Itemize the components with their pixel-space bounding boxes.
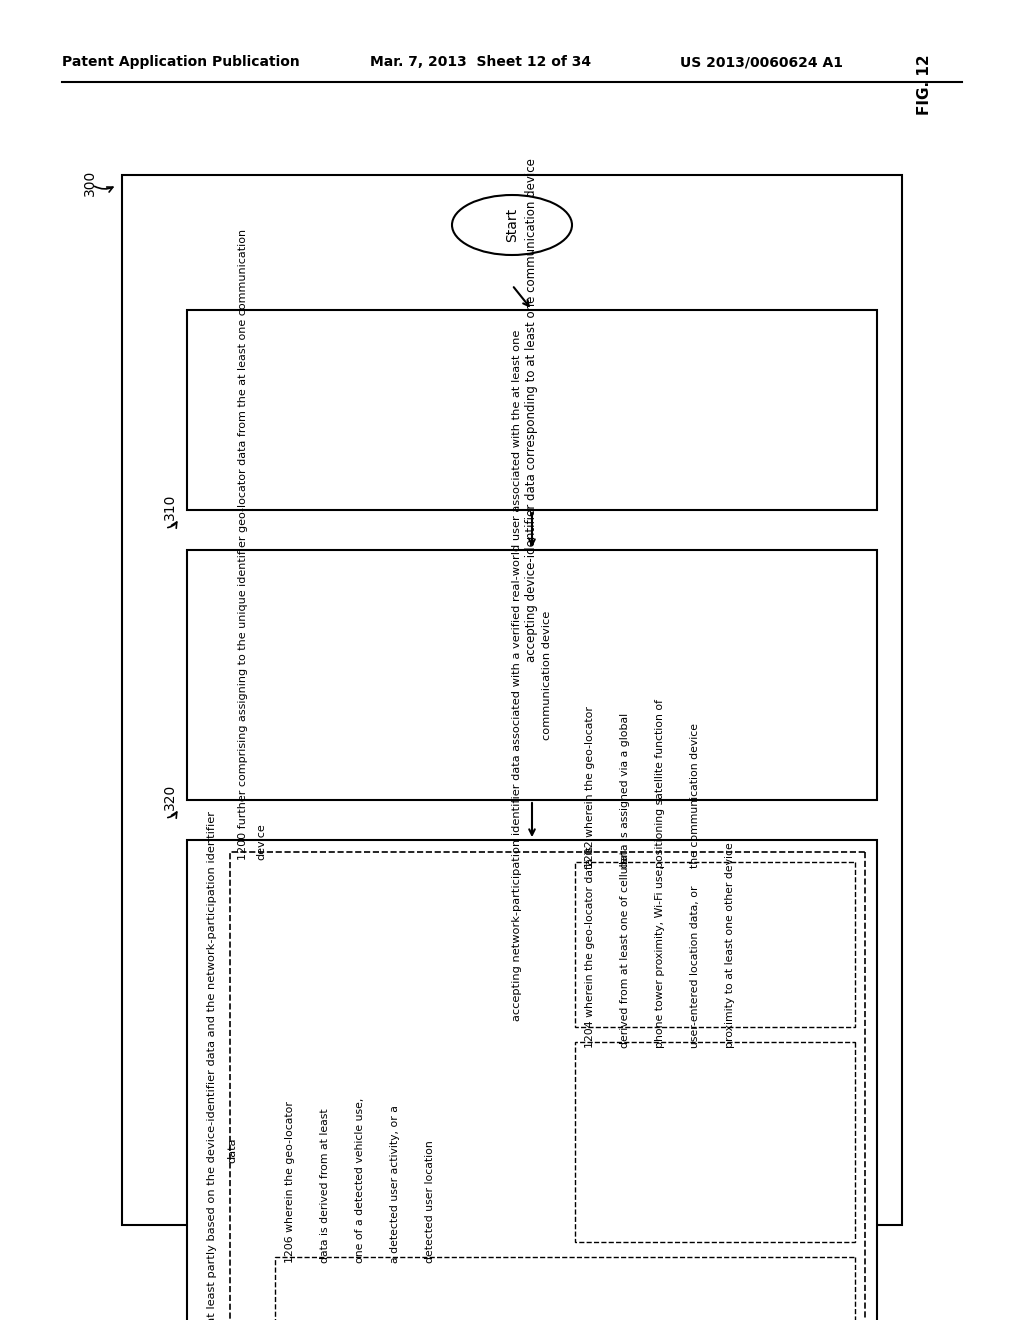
- Text: one of a detected vehicle use,: one of a detected vehicle use,: [355, 1098, 365, 1263]
- Text: Mar. 7, 2013  Sheet 12 of 34: Mar. 7, 2013 Sheet 12 of 34: [370, 55, 591, 69]
- Polygon shape: [187, 310, 877, 510]
- Polygon shape: [275, 1257, 855, 1320]
- Text: US 2013/0060624 A1: US 2013/0060624 A1: [680, 55, 843, 69]
- Text: detected user location: detected user location: [425, 1140, 435, 1263]
- Polygon shape: [122, 176, 902, 1225]
- Polygon shape: [575, 1041, 855, 1242]
- Text: accepting device-identifier data corresponding to at least one communication dev: accepting device-identifier data corresp…: [525, 158, 539, 661]
- Polygon shape: [575, 862, 855, 1027]
- Text: assigning a unique identifier at least partly based on the device-identifier dat: assigning a unique identifier at least p…: [207, 810, 217, 1320]
- Text: data: data: [227, 1138, 237, 1163]
- Text: proximity to at least one other device: proximity to at least one other device: [725, 842, 735, 1048]
- Text: a detected user activity, or a: a detected user activity, or a: [390, 1105, 400, 1263]
- Text: accepting network-participation identifier data associated with a verified real-: accepting network-participation identifi…: [512, 329, 522, 1020]
- Text: Patent Application Publication: Patent Application Publication: [62, 55, 300, 69]
- Text: data is assigned via a global: data is assigned via a global: [620, 713, 630, 869]
- Text: the communication device: the communication device: [690, 723, 700, 869]
- Text: positioning satellite function of: positioning satellite function of: [655, 700, 665, 869]
- Text: 1206 wherein the geo-locator: 1206 wherein the geo-locator: [285, 1101, 295, 1263]
- Polygon shape: [187, 550, 877, 800]
- Polygon shape: [187, 840, 877, 1320]
- Text: communication device: communication device: [542, 610, 552, 739]
- Text: FIG. 12: FIG. 12: [918, 54, 932, 115]
- Text: phone tower proximity, Wi-Fi use,: phone tower proximity, Wi-Fi use,: [655, 865, 665, 1048]
- Polygon shape: [230, 851, 865, 1320]
- Text: 1204 wherein the geo-locator data is: 1204 wherein the geo-locator data is: [585, 846, 595, 1048]
- Ellipse shape: [452, 195, 572, 255]
- Text: Start: Start: [505, 209, 519, 242]
- Text: 300: 300: [83, 170, 97, 197]
- Text: 1200 further comprising assigning to the unique identifier geo-locator data from: 1200 further comprising assigning to the…: [238, 228, 248, 861]
- Text: device: device: [256, 824, 266, 861]
- Text: data is derived from at least: data is derived from at least: [319, 1109, 330, 1263]
- Text: user-entered location data, or: user-entered location data, or: [690, 886, 700, 1048]
- Text: 310: 310: [163, 494, 177, 520]
- Text: 1202 wherein the geo-locator: 1202 wherein the geo-locator: [585, 706, 595, 869]
- Text: 320: 320: [163, 784, 177, 810]
- Text: derived from at least one of cellular: derived from at least one of cellular: [620, 853, 630, 1048]
